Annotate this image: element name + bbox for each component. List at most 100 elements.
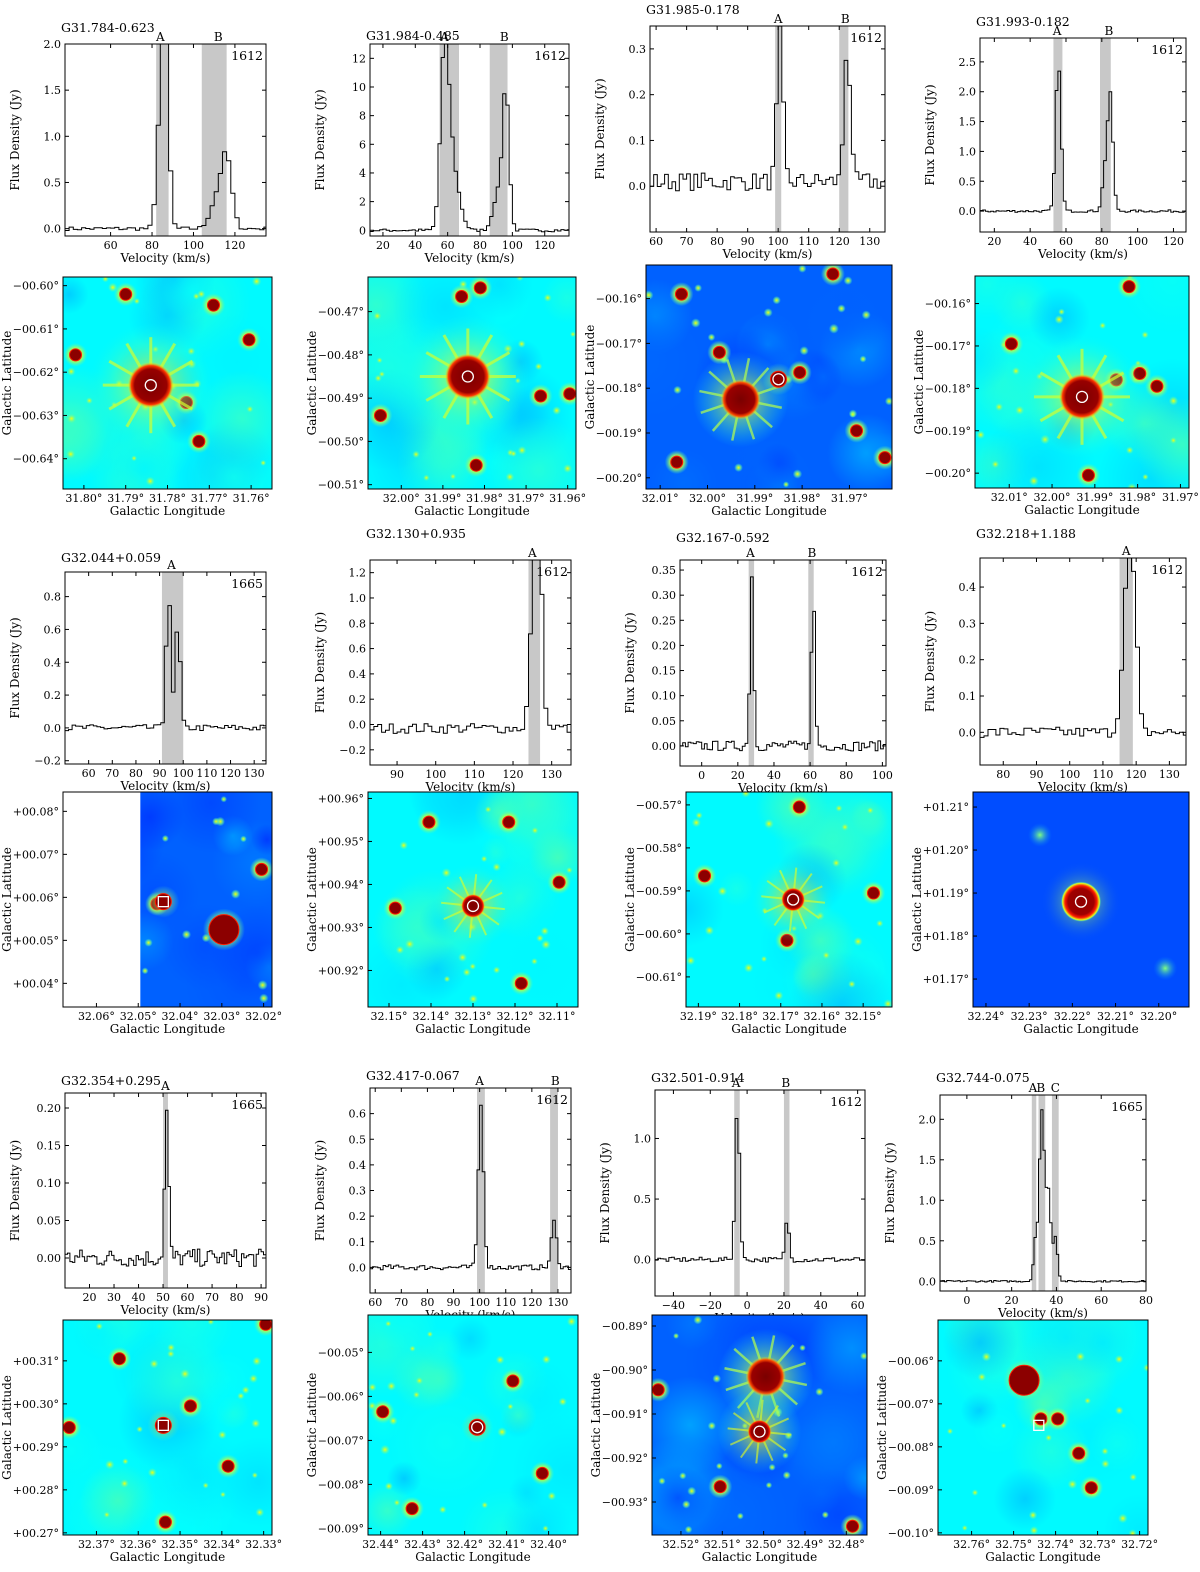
point-source — [793, 366, 807, 380]
y-tick-label: 0.0 — [349, 1261, 367, 1274]
point-source — [469, 458, 483, 472]
background-star — [558, 1397, 568, 1406]
y-tick-label: 0.6 — [349, 643, 367, 656]
source-marker — [461, 370, 474, 383]
y-tick-label: 4 — [359, 167, 366, 180]
y-axis-label: Galactic Latitude — [875, 1375, 889, 1480]
x-tick-label: 110 — [196, 767, 217, 780]
nebulosity — [145, 1425, 248, 1528]
image-content — [652, 1315, 867, 1535]
x-axis-label: Galactic Longitude — [415, 1550, 530, 1564]
background-star — [552, 406, 562, 415]
y-tick-label: +00.92° — [318, 964, 364, 977]
y-tick-label: 1.0 — [44, 130, 62, 143]
background-star — [141, 967, 149, 975]
frequency-label: 1665 — [1111, 1099, 1143, 1114]
y-axis-label: Flux Density (Jy) — [8, 617, 22, 718]
axes-frame — [367, 1314, 579, 1536]
y-tick-label: 0.0 — [959, 205, 977, 218]
y-tick-label: 0.3 — [629, 43, 647, 56]
background-star — [1141, 331, 1149, 339]
background-star — [673, 1332, 680, 1339]
background-star — [782, 1471, 791, 1480]
y-axis-label: Galactic Latitude — [305, 1373, 319, 1478]
nebulosity — [510, 884, 578, 955]
y-tick-label: 0.20 — [652, 639, 677, 652]
frequency-label: 1665 — [231, 1097, 263, 1112]
spectrum-panel: 0 20 40 60 80 100 0.00 0.05 0.10 0.15 0.20 0.25 0.30… — [623, 530, 893, 795]
nebulosity — [501, 833, 536, 868]
x-axis-label: Galactic Longitude — [731, 1022, 846, 1036]
y-tick-label: 0.15 — [652, 665, 677, 678]
point-source — [1008, 1364, 1040, 1396]
background-star — [1114, 1354, 1124, 1364]
point-source — [388, 901, 402, 915]
background-star — [426, 1331, 434, 1338]
y-tick-label: 6 — [359, 138, 366, 151]
x-axis-label: Galactic Longitude — [110, 1022, 225, 1036]
image-content — [63, 792, 272, 1007]
feature-label: A — [155, 30, 165, 44]
y-tick-label: +00.30° — [13, 1398, 59, 1411]
y-tick-label: −00.90° — [602, 1364, 648, 1377]
nebulosity — [368, 1315, 442, 1361]
background-star — [230, 889, 241, 899]
y-tick-label: 1.0 — [634, 1132, 652, 1145]
bright-source — [745, 1356, 786, 1397]
spectrum-line — [65, 1109, 267, 1267]
y-tick-label: +01.20° — [923, 844, 969, 857]
background-star — [181, 929, 192, 940]
source-marker — [786, 893, 800, 906]
y-tick-label: 0.10 — [37, 1177, 62, 1190]
nebulosity — [368, 1483, 415, 1535]
y-axis-label: Galactic Latitude — [910, 847, 924, 952]
y-tick-label: −00.93° — [602, 1496, 648, 1509]
spectrum-panel: 20 30 40 50 60 70 80 90 0.00 0.05 0.10 0.15 0.20 AG32… — [8, 1073, 268, 1317]
y-axis-label: Galactic Latitude — [305, 847, 319, 952]
point-source — [455, 289, 469, 303]
x-tick-label: 100 — [173, 767, 194, 780]
image-panel: 32.01° 32.00° 31.99° 31.98° 31.97° −00.16° −00… — [912, 275, 1199, 517]
image-content — [63, 1320, 272, 1535]
x-tick-label: 110 — [464, 768, 485, 781]
x-axis-label: Velocity (km/s) — [1037, 780, 1128, 794]
point-source — [1072, 1446, 1086, 1460]
y-tick-label: −00.10° — [888, 1527, 934, 1540]
background-star — [658, 1477, 666, 1485]
y-tick-label: +00.28° — [13, 1484, 59, 1497]
background-star — [971, 1489, 979, 1497]
x-tick-label: 120 — [1126, 768, 1147, 781]
y-tick-label: 2.0 — [959, 86, 977, 99]
x-tick-label: 31.99° — [1076, 491, 1113, 504]
x-tick-label: 100 — [768, 235, 789, 248]
point-source — [405, 1502, 419, 1516]
background-star — [734, 463, 743, 472]
feature-band — [161, 572, 184, 764]
y-tick-label: +01.18° — [923, 930, 969, 943]
x-tick-label: 60 — [851, 1299, 865, 1312]
x-tick-label: 31.80° — [65, 492, 102, 505]
y-tick-label: −00.08° — [318, 1478, 364, 1491]
axes-frame — [649, 25, 886, 233]
image-content — [973, 792, 1189, 1007]
source-title: G31.993-0.182 — [976, 14, 1070, 29]
y-tick-label: 0.15 — [37, 1140, 62, 1153]
background-star — [540, 926, 550, 936]
background-star — [515, 277, 524, 282]
x-axis-label: Galactic Longitude — [110, 1550, 225, 1564]
frequency-label: 1612 — [1151, 562, 1183, 577]
background-star — [772, 296, 781, 305]
x-tick-label: 32.23° — [1011, 1010, 1048, 1023]
background-star — [991, 460, 1000, 469]
image-panel: 32.52° 32.51° 32.50° 32.49° 32.48° −00.89° −00… — [589, 1314, 868, 1564]
x-tick-label: 32.15° — [371, 1010, 408, 1023]
background-star — [792, 469, 803, 479]
y-tick-label: −00.06° — [318, 1390, 364, 1403]
feature-band — [734, 1090, 740, 1296]
nebulosity — [686, 871, 724, 947]
y-axis-label: Galactic Latitude — [305, 331, 319, 436]
y-tick-label: −00.18° — [925, 382, 971, 395]
y-tick-label: 0.10 — [652, 690, 677, 703]
image-panel: 32.19° 32.18° 32.17° 32.16° 32.15° −00.57° −00… — [623, 791, 893, 1036]
x-tick-label: 80 — [1139, 1294, 1153, 1307]
